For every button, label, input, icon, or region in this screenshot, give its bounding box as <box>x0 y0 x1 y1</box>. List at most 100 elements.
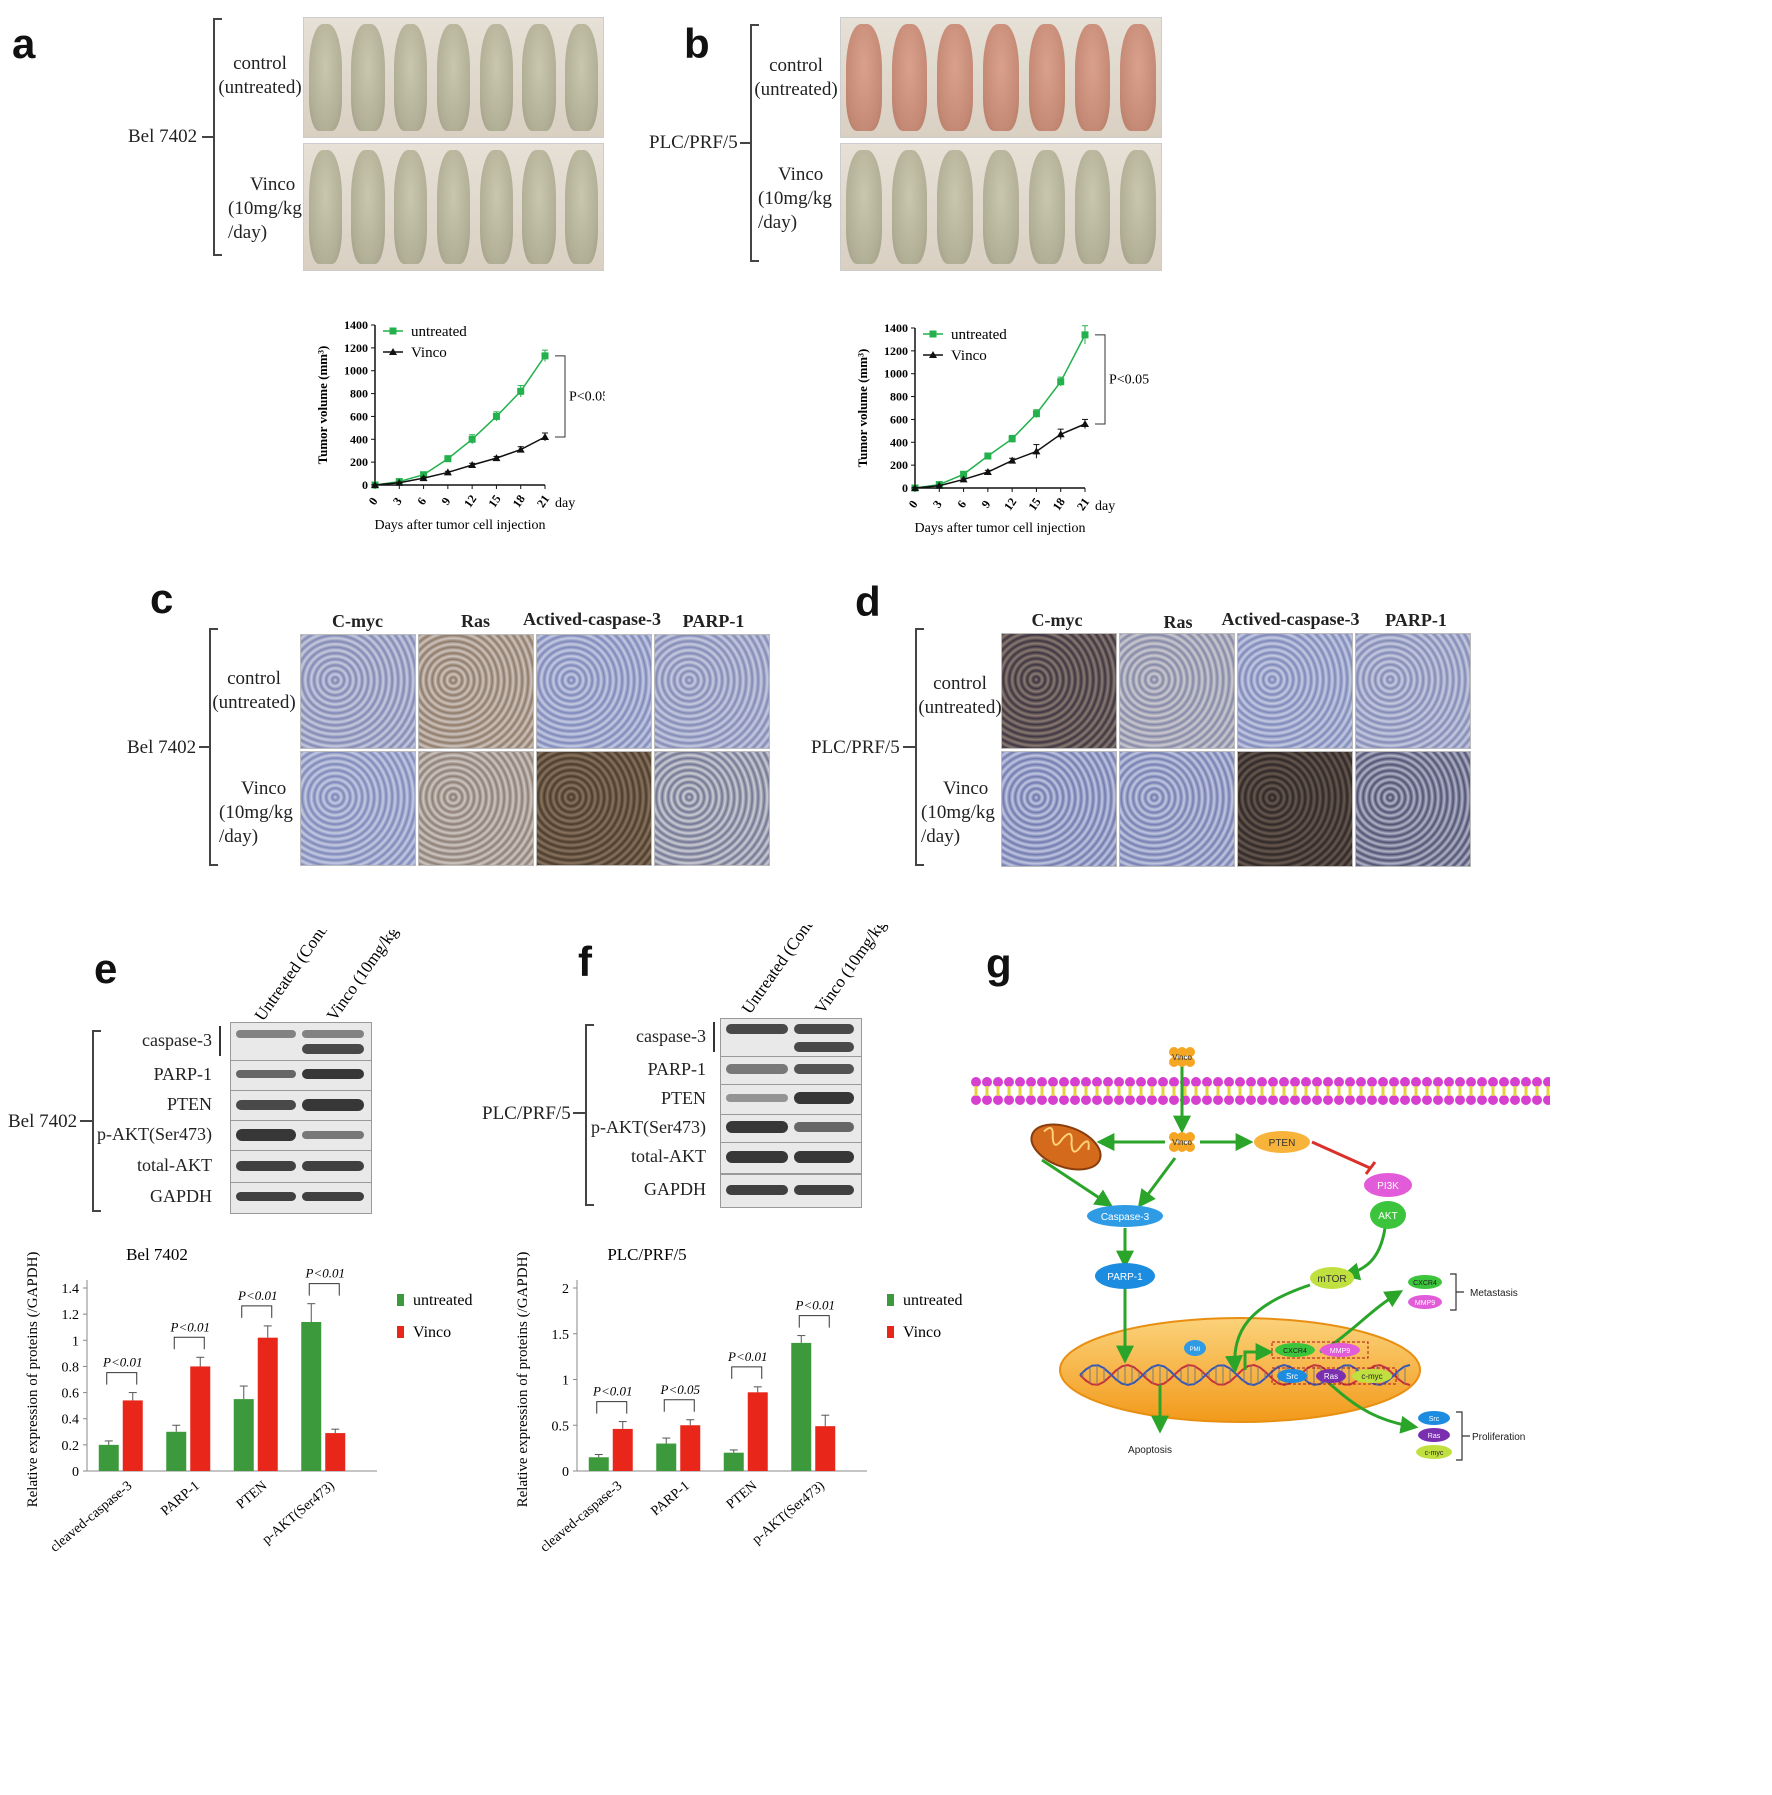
data-point <box>468 461 477 468</box>
significance-bracket <box>308 1283 340 1296</box>
treat-label-line: Vinco <box>778 164 824 185</box>
x-tick-label: PARP-1 <box>648 1479 692 1520</box>
cmyc-gene-node: c-myc <box>1352 1369 1392 1383</box>
mice-photo-treated <box>303 143 604 271</box>
lipid-head <box>1367 1095 1377 1105</box>
gene-box <box>1271 1341 1369 1359</box>
bracket-tick <box>202 136 214 138</box>
mouse <box>351 150 385 264</box>
y-tick-label: 1400 <box>884 321 908 335</box>
protein-label: total-AKT <box>137 1155 212 1175</box>
cxcr4-label: CXCR4 <box>1413 1280 1437 1287</box>
y-tick-label: 1.5 <box>552 1328 570 1343</box>
data-point <box>419 474 428 482</box>
y-tick-label: 1200 <box>344 341 368 355</box>
x-unit-label: day <box>555 496 575 511</box>
significance-label: P<0.01 <box>102 1355 142 1370</box>
data-point <box>1081 331 1089 339</box>
lipid-head <box>1202 1077 1212 1087</box>
treat-label-line: /day) <box>921 826 961 847</box>
x-tick-label: 0 <box>366 495 381 508</box>
y-axis-title: Relative expression of proteins (/GAPDH) <box>515 1252 531 1508</box>
significance-bracket <box>173 1336 205 1350</box>
bracket-tick <box>573 1112 585 1114</box>
bracket-tick <box>80 1120 92 1122</box>
lipid-head <box>1532 1095 1542 1105</box>
cell-line-label: PLC/PRF/5 <box>811 737 900 758</box>
bar <box>680 1425 701 1471</box>
treat-label-line: Vinco <box>250 174 296 195</box>
data-point <box>959 475 968 483</box>
lipid-head <box>1422 1095 1432 1105</box>
legend-swatch <box>887 1326 894 1338</box>
ras-label: Ras <box>1324 1372 1338 1381</box>
x-tick-label: cleaved-caspase-3 <box>48 1479 136 1556</box>
lipid-head <box>1411 1077 1421 1087</box>
mice-photo-control <box>303 17 604 138</box>
column-header: Actived-caspase-3 <box>1221 609 1360 629</box>
lipid-head <box>1136 1077 1146 1087</box>
treat-label: Vinco (10mg/kg /day) <box>758 163 838 235</box>
significance-bracket <box>106 1372 138 1385</box>
metastasis-label: Metastasis <box>1470 1288 1518 1299</box>
lipid-head <box>1510 1077 1520 1087</box>
significance-label: P<0.01 <box>237 1288 277 1303</box>
x-tick-label: 6 <box>954 498 969 511</box>
significance-label: P<0.01 <box>592 1384 632 1399</box>
vinco-label: Vinco <box>1172 1138 1192 1147</box>
mouse <box>479 150 513 264</box>
lipid-head <box>1290 1095 1300 1105</box>
protein-label: PARP-1 <box>153 1064 212 1084</box>
mmp9-gene-node: MMP9 <box>1320 1343 1360 1357</box>
gene-box <box>1271 1367 1397 1385</box>
data-point <box>1081 420 1089 427</box>
caspase3-node: Caspase-3 <box>1087 1205 1163 1227</box>
bracket-tick <box>740 142 750 144</box>
data-point <box>541 352 549 360</box>
lipid-head <box>1356 1077 1366 1087</box>
mouse <box>1028 23 1065 132</box>
ihc-image <box>654 751 770 866</box>
protein-label: p-AKT(Ser473) <box>591 1117 706 1137</box>
protein-band <box>236 1030 296 1038</box>
control-label: control (untreated) <box>212 667 296 715</box>
lipid-head <box>1323 1077 1333 1087</box>
protein-label: GAPDH <box>643 1179 706 1199</box>
ihc-image <box>418 634 534 749</box>
control-label-line: control <box>227 668 281 689</box>
lipid-head <box>1015 1095 1025 1105</box>
control-label-line: (untreated) <box>218 77 302 98</box>
legend-label: Vinco <box>951 348 987 364</box>
inhibition-line <box>1311 1140 1371 1170</box>
pi3k-node: PI3K <box>1364 1173 1412 1197</box>
protein-band <box>726 1121 788 1133</box>
x-tick-label: 15 <box>1025 495 1043 513</box>
bar <box>612 1428 633 1471</box>
bar <box>791 1342 812 1471</box>
data-point <box>492 412 500 420</box>
legend-marker <box>929 351 937 358</box>
legend-swatch <box>397 1326 404 1338</box>
lipid-head <box>1411 1095 1421 1105</box>
ihc-image <box>418 751 534 866</box>
data-point <box>935 481 944 489</box>
mouse <box>1120 23 1156 132</box>
lipid-head <box>1378 1095 1388 1105</box>
lipid-head <box>1477 1077 1487 1087</box>
significance-bracket <box>731 1366 763 1379</box>
group-bracket <box>585 1024 594 1206</box>
lipid-head <box>971 1095 981 1105</box>
lipid-head <box>1345 1095 1355 1105</box>
lipid-head <box>1191 1095 1201 1105</box>
lipid-head <box>1543 1095 1550 1105</box>
mitochondrion-icon <box>1030 1123 1102 1171</box>
lipid-head <box>1477 1095 1487 1105</box>
protein-band <box>236 1129 296 1141</box>
series-line <box>914 334 1086 489</box>
metastasis-group: CXCR4 MMP9 Metastasis <box>1408 1273 1518 1311</box>
protein-band <box>726 1185 788 1195</box>
ras-label: Ras <box>1428 1433 1441 1440</box>
mtor-node: mTOR <box>1310 1267 1354 1289</box>
y-tick-label: 0 <box>902 481 908 495</box>
data-point <box>1008 456 1017 464</box>
